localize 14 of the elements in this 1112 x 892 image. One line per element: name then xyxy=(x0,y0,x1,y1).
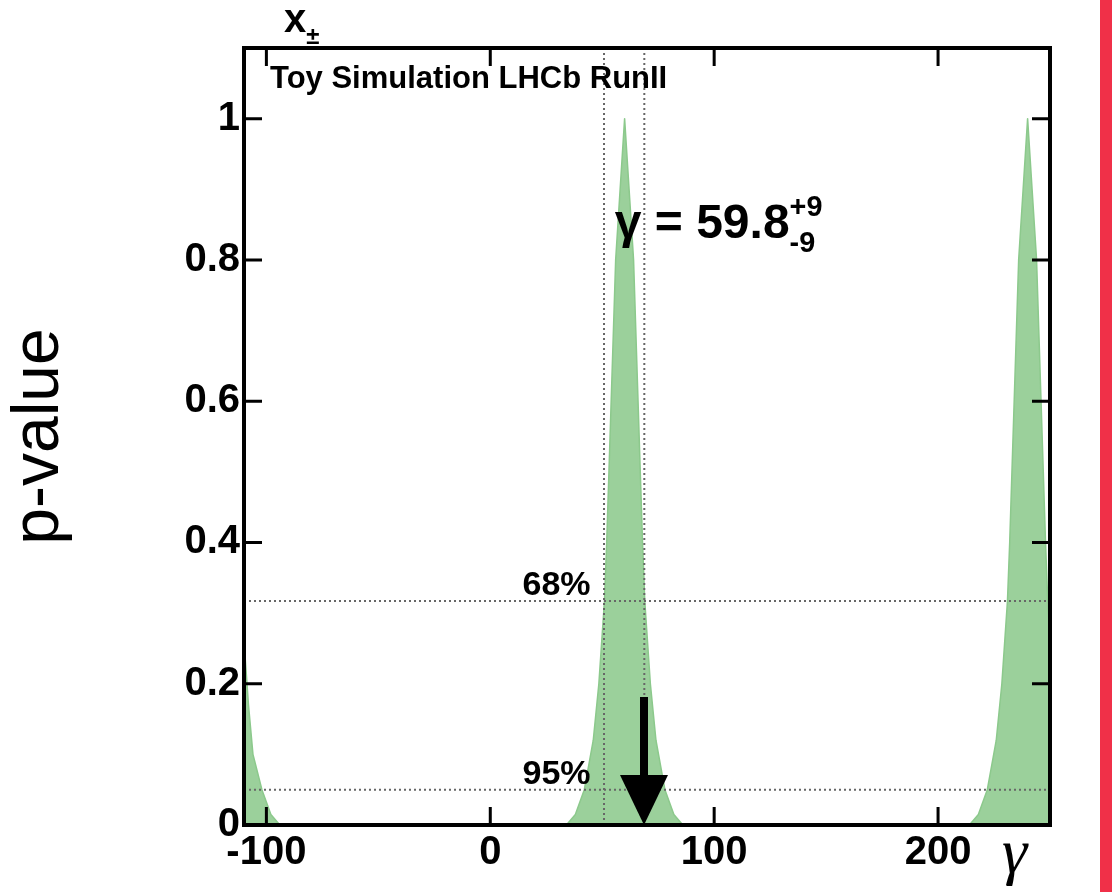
y-tick-label: 0.4 xyxy=(184,517,241,562)
y-tick-label: 0.6 xyxy=(184,376,240,421)
annotation: x± xyxy=(284,0,320,49)
x-tick-label: 0 xyxy=(479,828,502,873)
x-tick-label: 200 xyxy=(904,828,972,873)
annotation: Toy Simulation LHCb RunII xyxy=(270,60,668,95)
y-tick-label: 0.8 xyxy=(184,234,240,279)
y-tick-label: 0.2 xyxy=(184,658,240,703)
y-axis-title: p-value xyxy=(0,328,72,545)
x-axis-title: γ xyxy=(1002,815,1029,886)
annotation: 68% xyxy=(522,564,591,603)
y-tick-label: 1 xyxy=(217,93,240,138)
x-tick-label: 100 xyxy=(680,828,748,873)
annotation: 95% xyxy=(522,752,591,791)
